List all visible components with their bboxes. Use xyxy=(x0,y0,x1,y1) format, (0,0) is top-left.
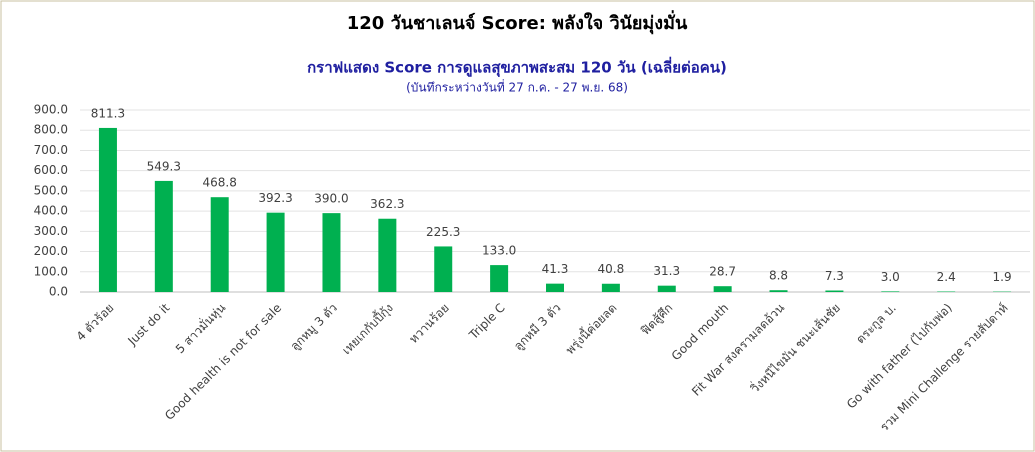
bar xyxy=(378,218,397,292)
value-label: 362.3 xyxy=(370,197,404,211)
value-label: 392.3 xyxy=(258,191,292,205)
value-label: 41.3 xyxy=(542,262,569,276)
bar xyxy=(713,286,732,292)
bar xyxy=(657,285,676,292)
value-label: 2.4 xyxy=(937,270,956,284)
y-tick-label: 800.0 xyxy=(34,123,68,137)
value-label: 40.8 xyxy=(598,262,625,276)
bar xyxy=(154,180,173,292)
value-label: 7.3 xyxy=(825,269,844,283)
y-tick-label: 200.0 xyxy=(34,244,68,258)
bar xyxy=(769,290,788,292)
bar xyxy=(322,213,341,292)
value-label: 390.0 xyxy=(314,192,348,206)
y-tick-label: 300.0 xyxy=(34,224,68,238)
bar xyxy=(266,212,285,292)
value-label: 133.0 xyxy=(482,244,516,258)
bar xyxy=(98,127,117,293)
bar xyxy=(601,283,620,292)
value-label: 225.3 xyxy=(426,225,460,239)
y-tick-label: 100.0 xyxy=(34,264,68,278)
y-tick-label: 900.0 xyxy=(34,103,68,117)
value-label: 811.3 xyxy=(91,106,125,120)
value-label: 1.9 xyxy=(993,270,1012,284)
bar xyxy=(490,265,509,292)
chart-title: 120 วันชาเลนจ์ Score: พลังใจ วินัยมุ่งมั… xyxy=(347,10,688,35)
bar xyxy=(546,283,564,292)
value-label: 549.3 xyxy=(147,159,181,173)
bar xyxy=(881,291,900,292)
chart-note: (บันทึกระหว่างวันที่ 27 ก.ค. - 27 พ.ย. 6… xyxy=(406,79,628,95)
value-label: 31.3 xyxy=(653,264,680,278)
y-tick-label: 700.0 xyxy=(34,143,68,157)
y-tick-label: 400.0 xyxy=(34,204,68,218)
bar xyxy=(434,246,453,292)
y-tick-label: 500.0 xyxy=(34,183,68,197)
y-tick-label: 600.0 xyxy=(34,163,68,177)
value-label: 468.8 xyxy=(203,176,237,190)
y-tick-label: 0.0 xyxy=(49,285,68,299)
value-label: 8.8 xyxy=(769,269,788,283)
chart-subtitle: กราฟแสดง Score การดูแลสุขภาพสะสม 120 วัน… xyxy=(307,57,727,78)
bar xyxy=(210,197,229,292)
value-label: 28.7 xyxy=(709,265,736,279)
value-label: 3.0 xyxy=(881,270,900,284)
bar xyxy=(825,290,844,292)
